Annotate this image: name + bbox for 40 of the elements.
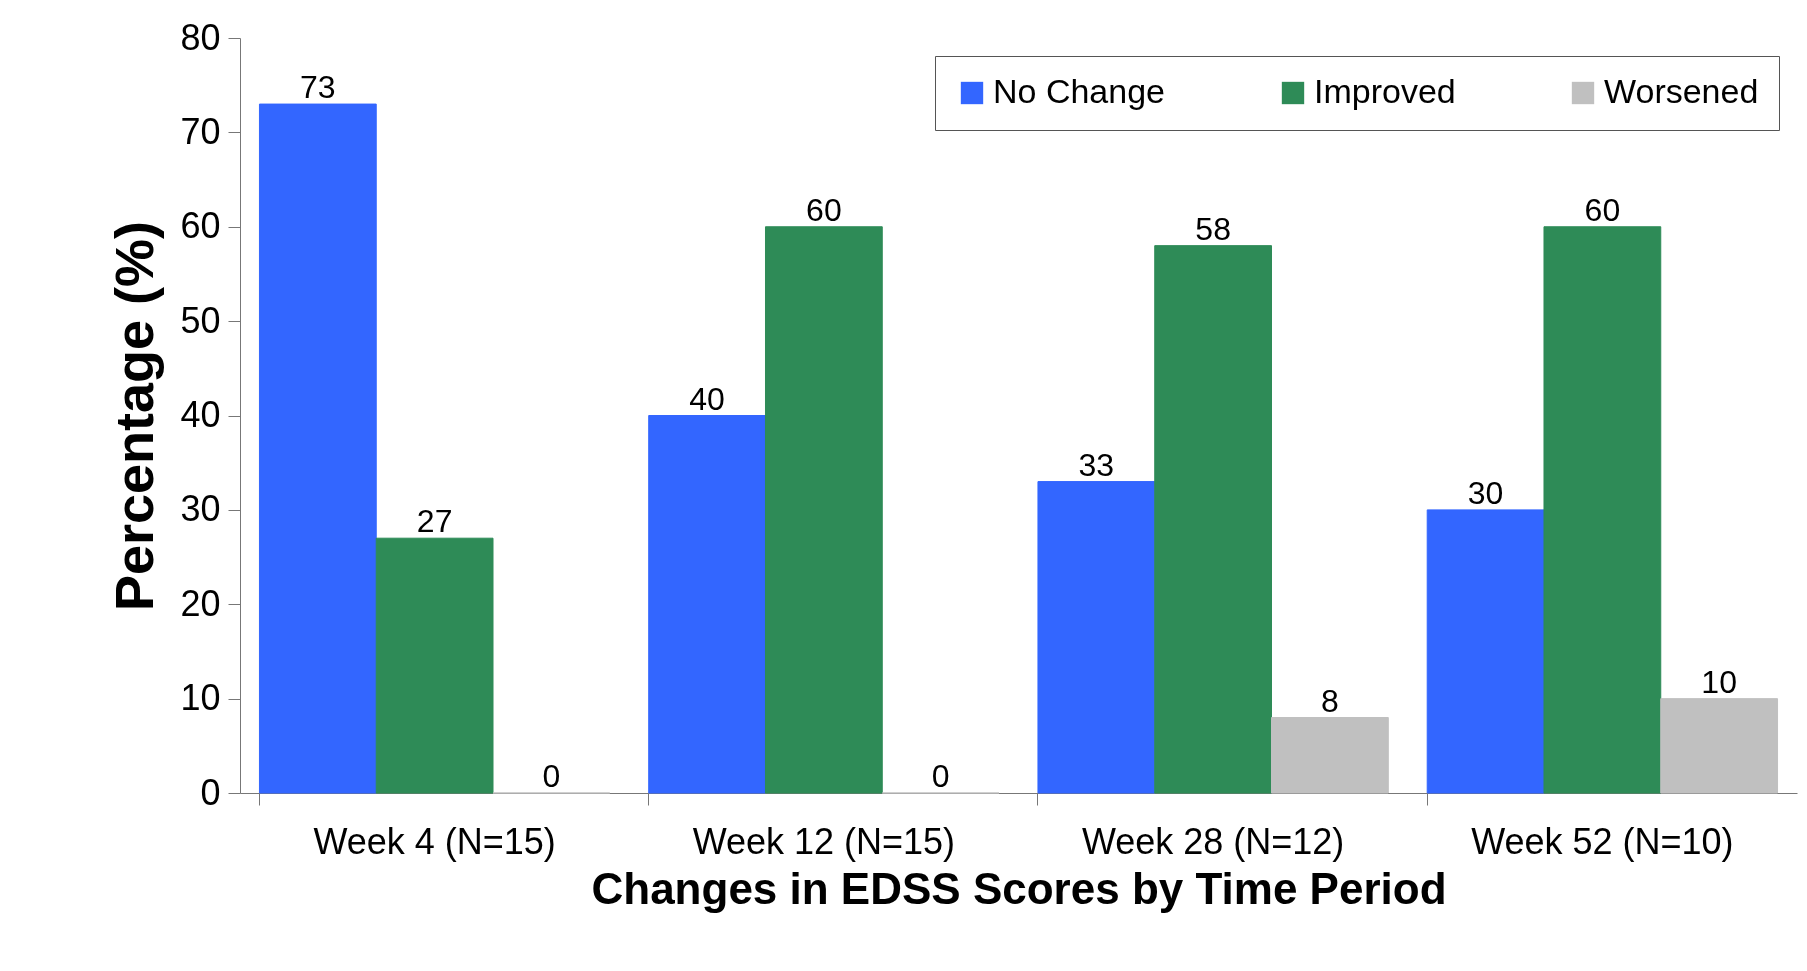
legend-label: Improved (1314, 72, 1456, 110)
y-tick-label: 30 (180, 488, 221, 530)
bar (258, 103, 377, 794)
bar (1037, 481, 1156, 794)
y-tick-label: 20 (180, 582, 221, 624)
x-axis-title: Changes in EDSS Scores by Time Period (591, 863, 1447, 913)
y-tick-label: 10 (180, 677, 221, 719)
bar (1543, 226, 1662, 794)
legend-label: No Change (993, 72, 1166, 110)
legend-label: Worsened (1604, 72, 1759, 110)
y-tick-label: 50 (180, 299, 221, 341)
data-label: 73 (300, 69, 336, 106)
data-label: 60 (806, 191, 842, 228)
bar (1154, 245, 1273, 794)
y-tick-label: 40 (180, 394, 221, 435)
y-axis-title: Percentage (%) (104, 220, 165, 612)
bar (764, 226, 883, 794)
y-tick-label: 0 (200, 771, 221, 813)
data-label: 40 (689, 380, 725, 417)
x-tick-label: Week 52 (N=10) (1471, 820, 1734, 862)
y-tick-label: 60 (180, 205, 221, 247)
x-tick-label: Week 12 (N=15) (692, 820, 956, 862)
data-label: 27 (416, 503, 453, 540)
y-tick-label: 80 (180, 16, 221, 58)
data-label: 10 (1701, 663, 1737, 700)
bar (375, 537, 494, 794)
data-label: 8 (1321, 682, 1339, 719)
data-label: 33 (1078, 446, 1115, 483)
data-label: 0 (931, 758, 950, 794)
data-label: 30 (1467, 474, 1504, 511)
x-tick-label: Week 4 (N=15) (313, 820, 556, 862)
y-tick-label: 70 (180, 110, 221, 152)
bar (1271, 717, 1389, 794)
bar (648, 415, 766, 794)
data-label: 0 (542, 758, 561, 794)
bar (1426, 509, 1545, 794)
x-tick-label: Week 28 (N=12) (1081, 820, 1345, 862)
data-label: 58 (1195, 210, 1231, 247)
data-label: 60 (1584, 191, 1621, 228)
bar (1660, 698, 1779, 794)
